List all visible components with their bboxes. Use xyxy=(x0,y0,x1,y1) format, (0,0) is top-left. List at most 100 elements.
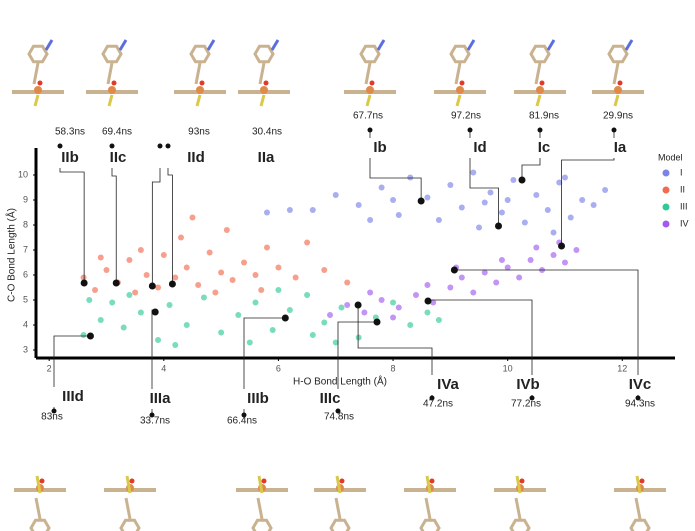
annotation-time: 30.4ns xyxy=(252,127,282,138)
bond xyxy=(454,62,462,85)
bond xyxy=(624,39,634,51)
molecule-image xyxy=(12,39,64,107)
label-bg xyxy=(313,390,347,408)
annotation-label: Ic xyxy=(538,139,551,156)
callout-line xyxy=(337,321,378,389)
point xyxy=(137,247,144,253)
point xyxy=(573,247,580,253)
ring xyxy=(629,518,651,531)
y-tick-label: 3 xyxy=(23,344,28,354)
point xyxy=(155,284,162,291)
point xyxy=(218,329,225,336)
point xyxy=(390,299,397,306)
highlight-point xyxy=(518,176,526,184)
annotation-time: 83ns xyxy=(41,412,63,423)
point xyxy=(223,227,230,233)
iron xyxy=(34,86,42,94)
point xyxy=(137,309,144,316)
molecule-image xyxy=(494,475,546,531)
point xyxy=(367,217,374,223)
cys xyxy=(259,94,266,107)
point xyxy=(476,224,483,231)
point xyxy=(269,327,276,333)
point xyxy=(367,289,374,296)
point xyxy=(327,312,334,318)
point xyxy=(195,282,202,288)
label-bg xyxy=(603,139,637,157)
highlight-point xyxy=(86,332,94,340)
point xyxy=(246,339,253,346)
legend-swatch xyxy=(662,186,670,194)
highlight-point xyxy=(80,279,88,287)
y-tick-label: 8 xyxy=(23,219,28,229)
point xyxy=(458,204,465,211)
o-atom xyxy=(459,80,465,86)
point xyxy=(412,292,419,298)
bond xyxy=(334,497,342,520)
point xyxy=(97,254,104,261)
molecule-image xyxy=(86,39,138,107)
point xyxy=(510,177,517,183)
x-axis-label: H-O Bond Length (Å) xyxy=(293,375,387,388)
cys xyxy=(613,94,620,107)
point xyxy=(424,194,431,201)
callout-line xyxy=(53,335,91,387)
point xyxy=(321,319,328,326)
annotation-label: IIIa xyxy=(150,390,172,407)
point xyxy=(166,302,173,308)
point xyxy=(275,264,282,271)
point xyxy=(481,269,488,276)
label-bg xyxy=(363,139,397,157)
y-tick-label: 7 xyxy=(23,244,28,254)
point xyxy=(80,274,87,281)
bond xyxy=(364,62,372,85)
highlight-point xyxy=(168,280,176,288)
bond xyxy=(44,39,54,51)
time-dot xyxy=(635,395,641,401)
annotation-label: IIb xyxy=(61,149,79,166)
point xyxy=(447,284,454,291)
point xyxy=(602,187,609,193)
y-tick-label: 4 xyxy=(23,319,28,329)
label-bg xyxy=(249,149,283,167)
point xyxy=(470,169,477,176)
point xyxy=(263,209,270,216)
point xyxy=(80,332,87,338)
point xyxy=(395,212,402,218)
point xyxy=(424,282,431,288)
point xyxy=(435,217,442,223)
highlight-point xyxy=(373,318,381,326)
legend-swatch xyxy=(662,169,670,177)
point xyxy=(487,189,494,196)
point xyxy=(332,192,339,198)
molecule-image xyxy=(614,475,666,531)
x-tick-label: 12 xyxy=(617,363,627,373)
molecule-image xyxy=(14,475,66,531)
annotation-time: 74.8ns xyxy=(324,412,354,423)
point xyxy=(435,317,442,323)
o-atom xyxy=(39,478,45,484)
point xyxy=(206,249,213,256)
point xyxy=(344,302,351,308)
bond xyxy=(258,62,266,85)
point xyxy=(97,317,104,323)
iron xyxy=(456,86,464,94)
callout-line xyxy=(167,168,173,284)
o-atom xyxy=(369,80,375,86)
highlight-point xyxy=(558,242,566,250)
time-dot xyxy=(367,127,373,133)
x-tick-label: 4 xyxy=(161,363,166,373)
ring xyxy=(419,518,441,531)
point xyxy=(126,292,133,298)
iron xyxy=(108,86,116,94)
callout-line xyxy=(454,269,639,375)
ring xyxy=(119,518,141,531)
x-tick-label: 6 xyxy=(276,363,281,373)
iron xyxy=(536,86,544,94)
time-dot xyxy=(157,143,163,149)
point xyxy=(567,214,574,221)
point xyxy=(183,322,190,328)
o-atom xyxy=(617,80,623,86)
callout-line xyxy=(561,158,615,246)
bond xyxy=(612,62,620,85)
